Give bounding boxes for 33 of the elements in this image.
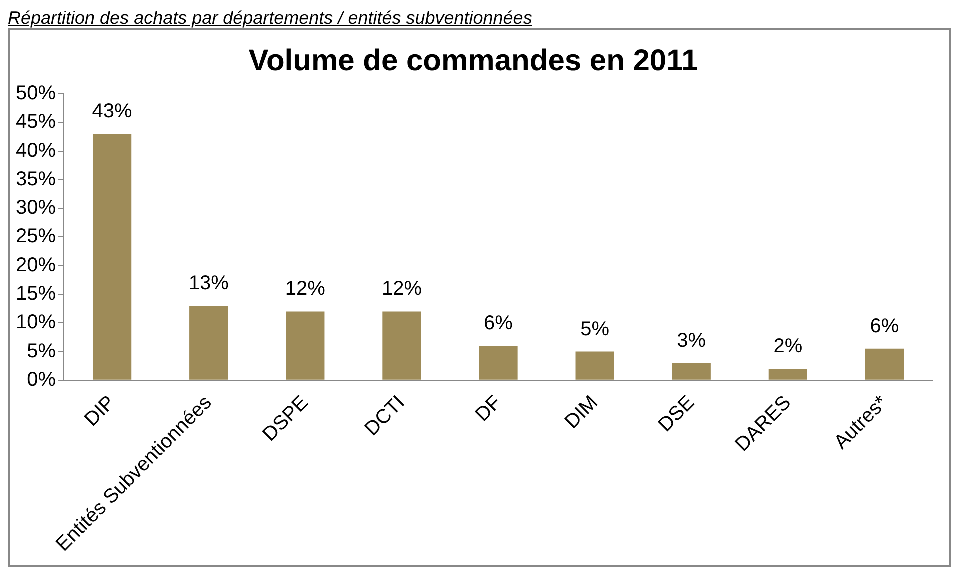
x-tick-label: DF	[472, 392, 506, 426]
y-tick-label: 10%	[16, 312, 56, 334]
chart-title: Volume de commandes en 2011	[248, 44, 698, 78]
x-tick-label: DIM	[561, 392, 603, 434]
bar	[190, 306, 228, 380]
y-tick-label: 30%	[16, 197, 56, 220]
bar	[286, 312, 325, 380]
bar	[672, 363, 711, 380]
data-label: 12%	[382, 278, 422, 300]
bar	[382, 312, 422, 380]
bar	[865, 348, 904, 380]
y-tick-label: 25%	[16, 226, 56, 248]
bar	[576, 352, 614, 380]
data-label: 43%	[92, 100, 133, 123]
data-label: 12%	[285, 278, 326, 300]
bar	[479, 346, 518, 380]
data-label: 6%	[870, 315, 900, 338]
y-tick-label: 40%	[16, 140, 56, 162]
data-label: 2%	[774, 335, 803, 358]
data-label: 3%	[677, 330, 706, 352]
data-label: 5%	[580, 318, 610, 340]
y-tick-label: 0%	[27, 368, 56, 391]
text: Répartition des achats par départements / entités subventionnées	[8, 8, 534, 28]
data-label: 6%	[484, 312, 514, 335]
bar	[768, 368, 808, 380]
bar	[92, 134, 132, 380]
y-tick-label: 35%	[16, 168, 56, 190]
y-tick-label: 15%	[16, 283, 56, 306]
y-tick-label: 50%	[16, 82, 56, 105]
data-label: 13%	[188, 272, 230, 294]
y-tick-label: 20%	[16, 254, 56, 276]
y-tick-label: 5%	[27, 340, 56, 362]
y-tick-label: 45%	[16, 111, 56, 134]
